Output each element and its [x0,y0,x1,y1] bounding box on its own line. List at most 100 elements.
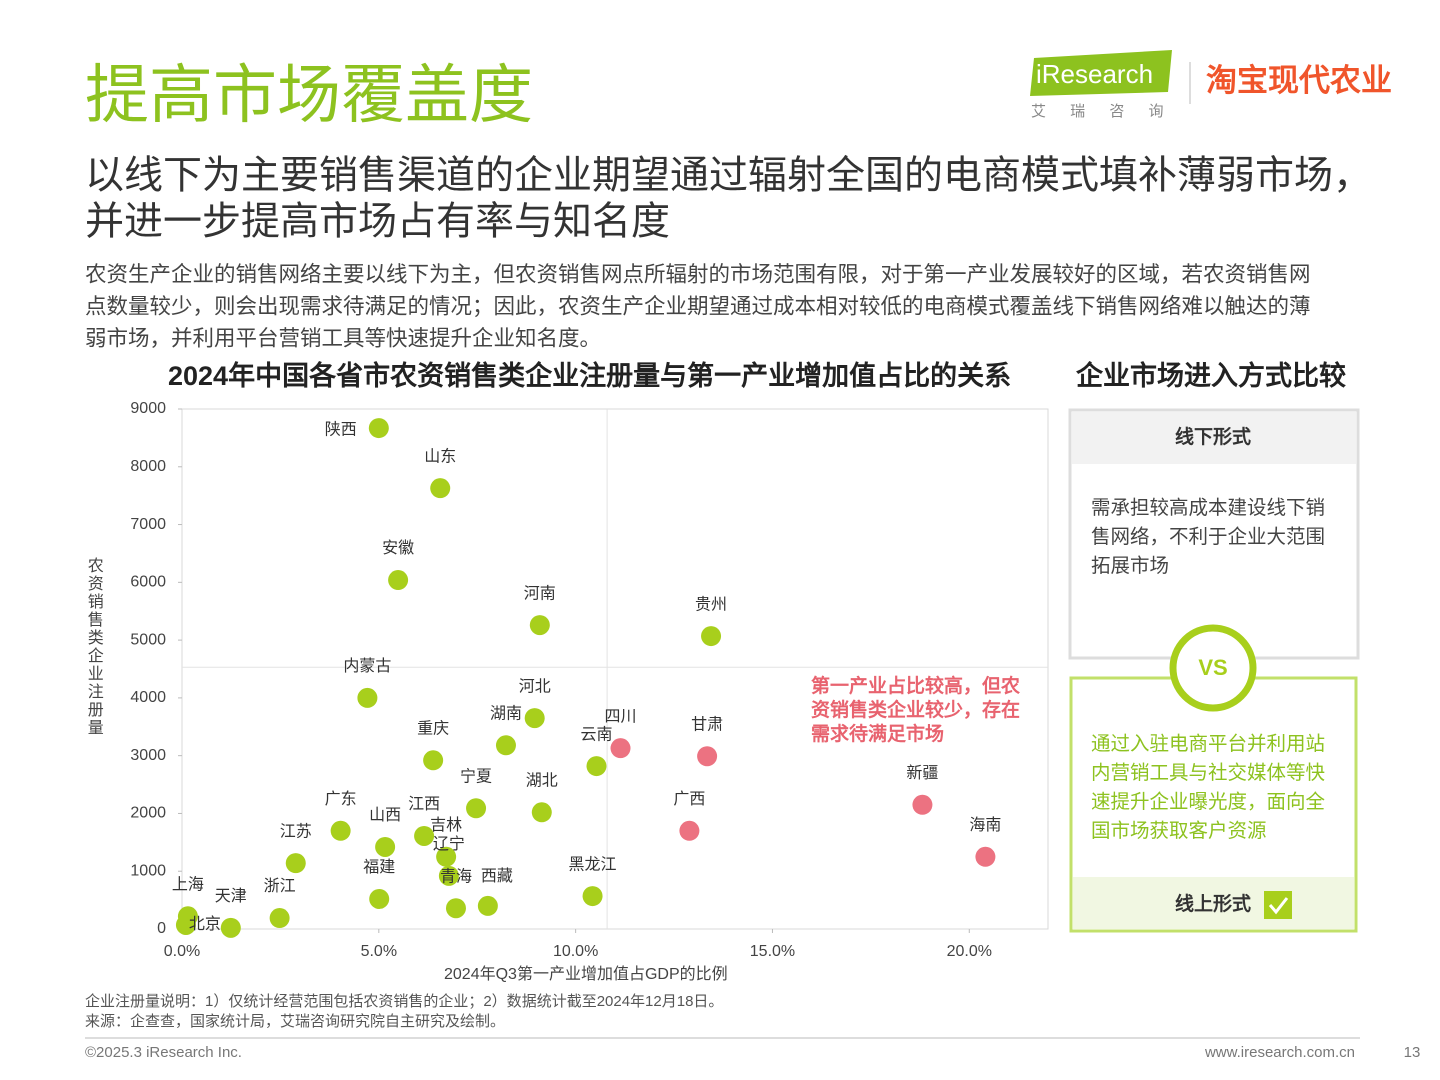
scatter-point [369,888,390,909]
point-label: 湖南 [490,704,522,722]
scatter-point [368,418,389,439]
check-mark [1268,897,1289,915]
scatter-point [375,836,396,857]
url: www.iresearch.com.cn [1204,1044,1355,1061]
offline-header [1072,412,1356,464]
y-tick-label: 5000 [130,631,166,648]
point-label: 重庆 [417,720,449,738]
point-label: 内蒙古 [343,657,391,675]
point-label: 陕西 [325,420,357,438]
scatter-point [330,820,351,841]
body-text: 点数量较少，则会出现需求待满足的情况；因此，农资生产企业期望通过成本相对较低的电… [85,295,1311,319]
logo-partner: 淘宝现代农业 [1206,63,1392,98]
y-tick-label: 2000 [130,805,166,822]
logo-brand-cn: 艾 瑞 咨 询 [1031,103,1174,120]
scatter-point [175,914,196,935]
point-label: 安徽 [382,539,414,557]
annotation: 第一产业占比较高，但农 [811,674,1020,697]
y-tick-label: 4000 [130,689,166,706]
scatter-point [701,626,722,647]
footnote: 来源：企查查，国家统计局，艾瑞咨询研究院自主研究及绘制。 [85,1012,505,1030]
y-tick-label: 8000 [130,458,166,475]
point-label: 海南 [969,816,1001,834]
body-text: 农资生产企业的销售网络主要以线下为主，但农资销售网点所辐射的市场范围有限，对于第… [85,263,1311,287]
point-label: 浙江 [264,877,296,895]
point-label: 河北 [519,677,551,695]
point-label: 贵州 [695,595,727,613]
y-tick-label: 1000 [130,862,166,879]
point-label: 云南 [580,725,612,743]
scatter-point [436,846,457,867]
scatter-point [466,798,487,819]
scatter-point [610,738,631,759]
point-label: 吉林 [430,816,462,834]
scatter-point [679,820,700,841]
scatter-point [423,750,444,771]
point-label: 青海 [440,867,472,885]
body-text: 弱市场，并利用平台营销工具等快速提升企业知名度。 [85,327,601,351]
scatter-point [269,908,290,929]
scatter-point [531,802,552,823]
online-text: 通过入驻电商平台并利用站 [1091,733,1325,755]
point-label: 河南 [524,584,556,602]
point-label: 西藏 [481,867,513,885]
point-label: 辽宁 [433,835,465,853]
copyright: ©2025.3 iResearch Inc. [85,1044,242,1061]
scatter-point [438,865,459,886]
vs-text: VS [1198,655,1227,680]
plot-frame [181,408,1049,930]
scatter-point [445,898,466,919]
y-tick-label: 3000 [130,747,166,764]
annotation: 资销售类企业较少，存在 [811,698,1020,721]
x-tick-label: 20.0% [947,943,992,960]
x-axis-title: 2024年Q3第一产业增加值占GDP的比例 [444,965,728,983]
page-title: 提高市场覆盖度 [85,59,533,131]
y-tick-label: 6000 [130,574,166,591]
point-label: 江苏 [280,822,312,840]
point-label: 山西 [369,806,401,824]
point-label: 北京 [189,915,221,933]
panel-title: 企业市场进入方式比较 [1076,360,1346,391]
point-label: 江西 [408,795,440,813]
annotation: 需求待满足市场 [811,722,944,745]
online-text: 内营销工具与社交媒体等快 [1091,762,1325,784]
point-label: 福建 [363,858,395,876]
scatter-point [697,746,718,767]
point-label: 湖北 [526,772,558,790]
scatter-point [529,615,550,636]
scatter-point [430,478,451,499]
y-tick-label: 9000 [130,400,166,417]
x-tick-label: 5.0% [361,943,397,960]
check-icon [1264,891,1292,919]
scatter-point [586,756,607,777]
scatter-point [220,917,241,938]
y-tick-label: 7000 [130,516,166,533]
scatter-point [285,853,306,874]
point-label: 天津 [215,887,247,905]
vs-badge [1169,624,1257,712]
y-tick-label: 0 [157,920,166,937]
subtitle: 以线下为主要销售渠道的企业期望通过辐射全国的电商模式填补薄弱市场， [85,154,1372,197]
offline-text: 需承担较高成本建设线下销 [1091,497,1325,519]
offline-text: 拓展市场 [1091,555,1169,577]
online-title: 线上形式 [1175,892,1251,915]
online-text: 速提升企业曝光度，面向全 [1091,791,1326,813]
scatter-point [582,886,603,907]
scatter-point [357,687,378,708]
logo-badge [1030,50,1172,96]
footnote: 企业注册量说明：1）仅统计经营范围包括农资销售的企业；2）数据统计截至2024年… [85,992,723,1010]
point-label: 甘肃 [691,715,723,733]
offline-title: 线下形式 [1175,425,1251,448]
subtitle: 并进一步提高市场占有率与知名度 [85,200,670,243]
scatter-point [524,708,545,729]
point-label: 上海 [172,876,204,894]
scatter-point [912,794,933,815]
page-number: 13 [1404,1044,1421,1061]
scatter-point [477,895,498,916]
point-label: 四川 [605,708,637,725]
point-label: 黑龙江 [569,855,617,873]
online-text: 国市场获取客户资源 [1091,820,1267,842]
chart-title: 2024年中国各省市农资销售类企业注册量与第一产业增加值占比的关系 [168,360,1011,391]
point-label: 广西 [673,790,705,808]
